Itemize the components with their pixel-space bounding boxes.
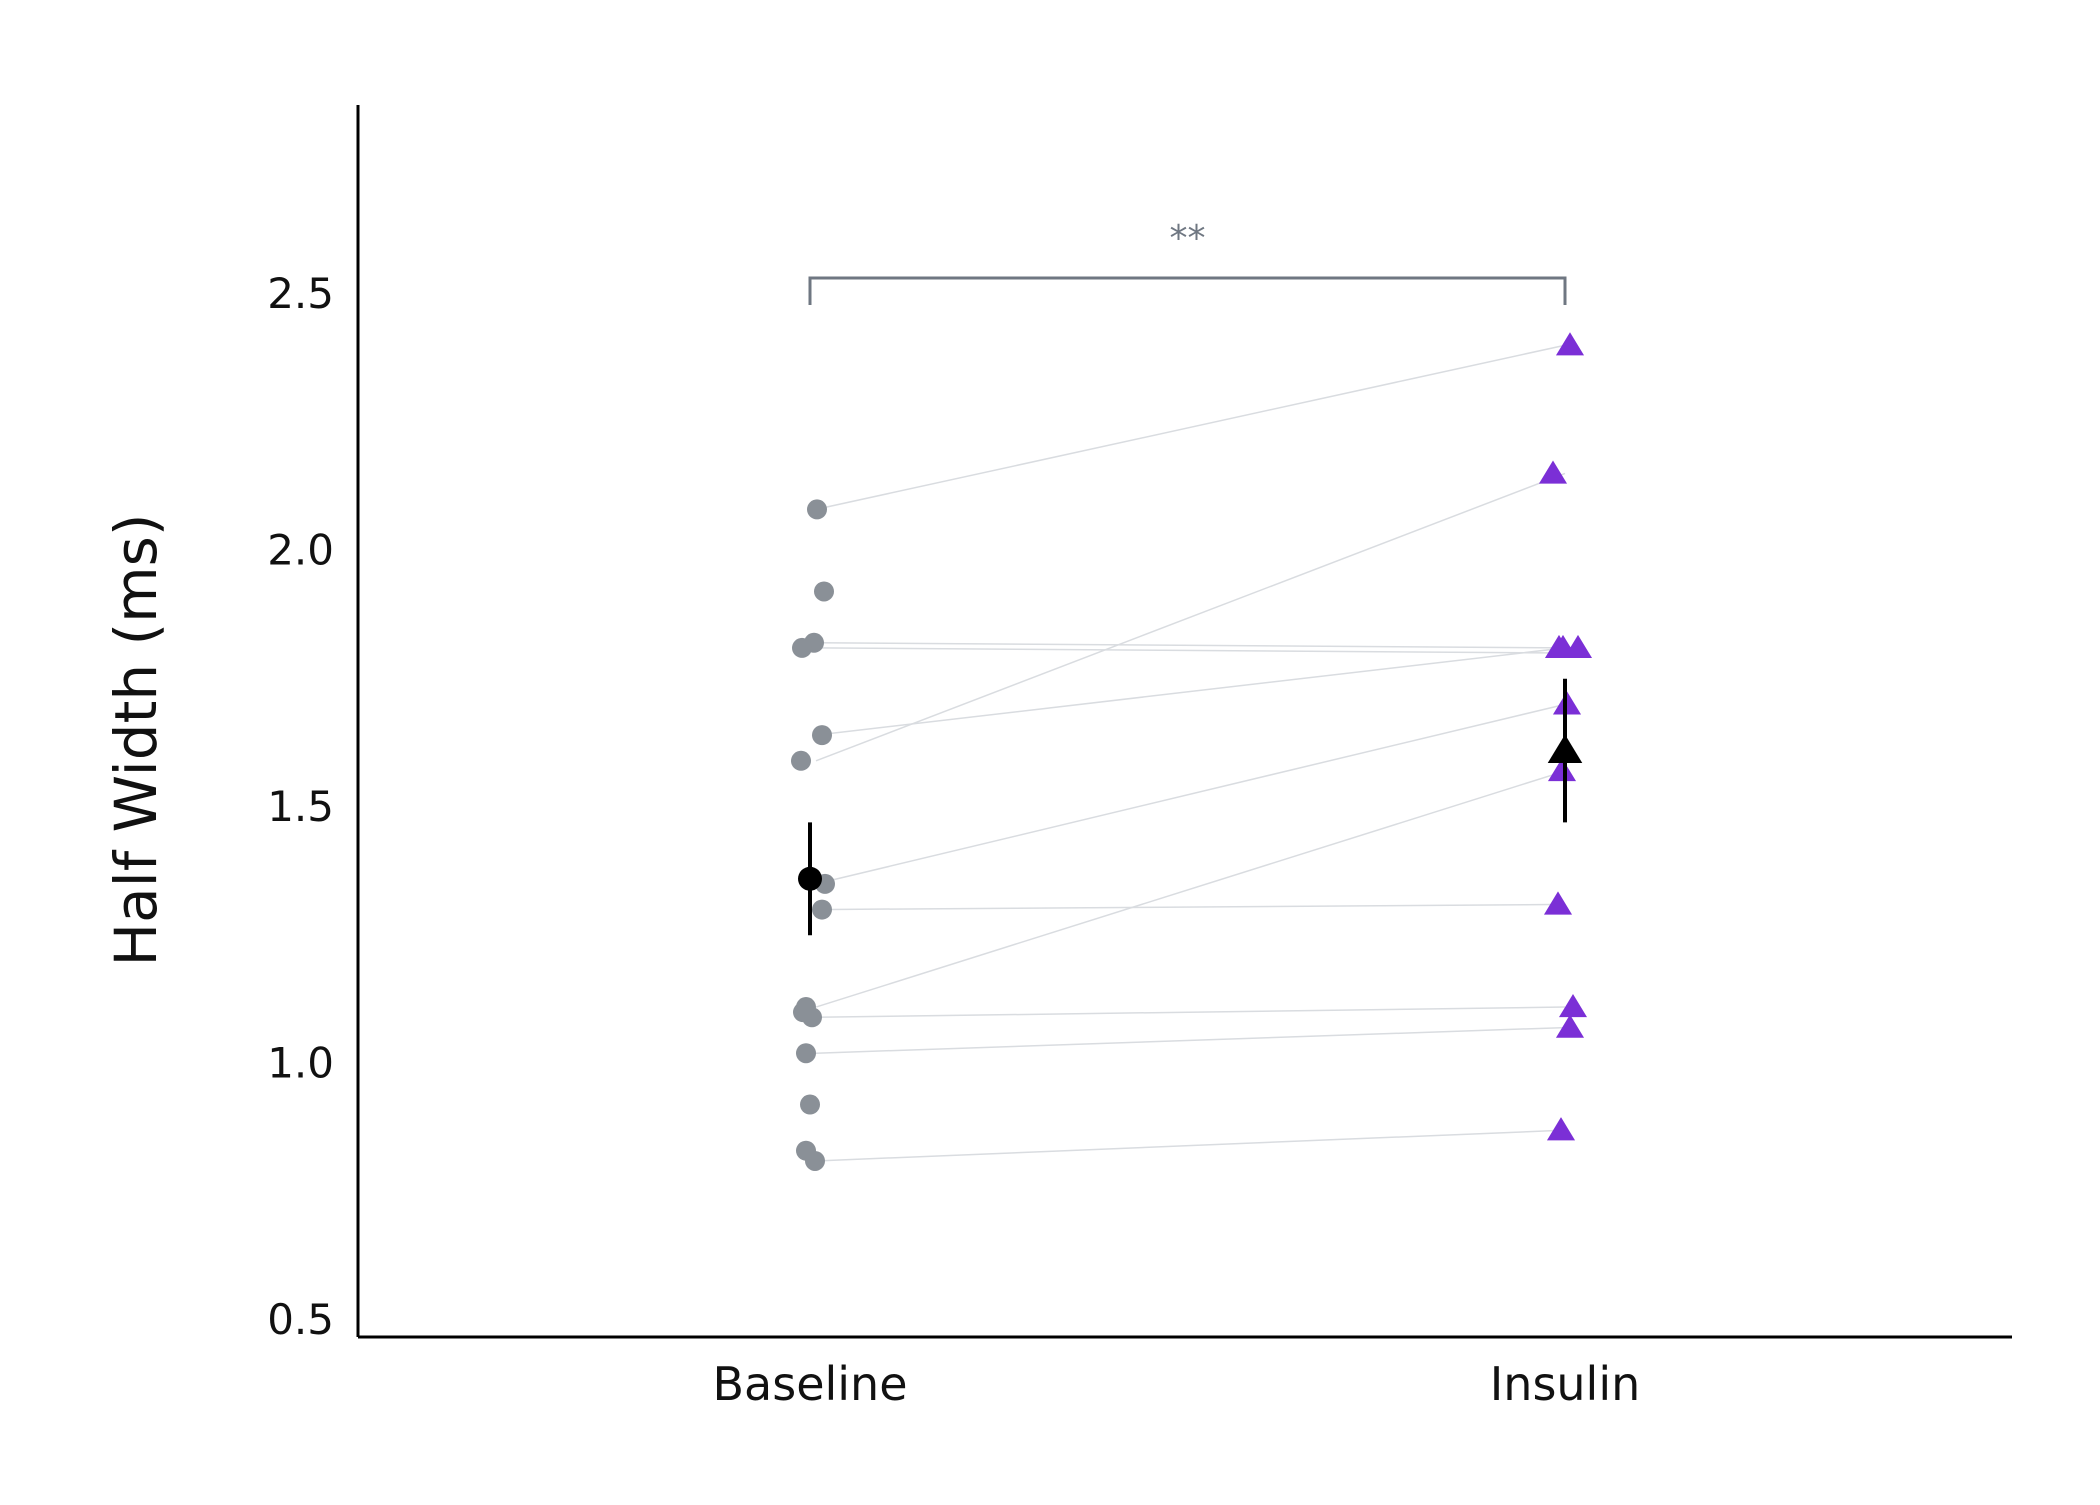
paired-line bbox=[815, 647, 1566, 736]
axes: 0.5 1.0 1.5 2.0 2.5 Baseline Insulin bbox=[267, 105, 2012, 1411]
baseline-point bbox=[805, 1150, 825, 1171]
baseline-point bbox=[807, 499, 827, 520]
insulin-point bbox=[1538, 460, 1568, 484]
insulin-point bbox=[1544, 634, 1574, 659]
insulin-point bbox=[1555, 332, 1585, 356]
significance-bracket: ** bbox=[808, 218, 1567, 305]
x-tick-label: Baseline bbox=[712, 1357, 907, 1411]
baseline-point bbox=[792, 637, 812, 658]
insulin-point bbox=[1546, 1117, 1576, 1141]
paired-line bbox=[815, 647, 1566, 654]
paired-line bbox=[815, 1026, 1566, 1054]
baseline-point bbox=[812, 725, 832, 746]
y-tick-label: 1.5 bbox=[267, 782, 334, 831]
paired-lines bbox=[815, 344, 1566, 1162]
paired-line bbox=[815, 344, 1566, 511]
paired-line bbox=[815, 472, 1566, 762]
x-tick-label: Insulin bbox=[1490, 1357, 1641, 1411]
significance-label: ** bbox=[1170, 218, 1206, 259]
insulin-mean-marker bbox=[1547, 734, 1583, 764]
y-axis-label: Half Width (ms) bbox=[102, 513, 170, 966]
y-tick-label: 0.5 bbox=[267, 1295, 334, 1344]
baseline-point bbox=[800, 1094, 820, 1115]
insulin-point bbox=[1543, 891, 1573, 915]
y-tick-label: 2.0 bbox=[267, 525, 334, 574]
insulin-point bbox=[1558, 994, 1588, 1018]
baseline-point bbox=[802, 1007, 822, 1028]
paired-line bbox=[815, 642, 1566, 649]
bracket-line bbox=[808, 276, 1567, 305]
baseline-mean-marker bbox=[798, 866, 822, 891]
baseline-point bbox=[814, 581, 834, 602]
summary-markers bbox=[798, 678, 1583, 936]
insulin-point bbox=[1547, 758, 1577, 782]
paired-line bbox=[815, 770, 1566, 1008]
baseline-point bbox=[812, 899, 832, 920]
y-tick-label: 1.0 bbox=[267, 1038, 334, 1087]
paired-line bbox=[815, 1006, 1566, 1019]
insulin-point bbox=[1555, 1014, 1585, 1038]
baseline-point bbox=[796, 1043, 816, 1064]
y-tick-label: 2.5 bbox=[267, 269, 334, 318]
baseline-point bbox=[791, 750, 811, 771]
paired-line bbox=[815, 903, 1566, 911]
paired-line bbox=[815, 703, 1566, 885]
paired-line bbox=[815, 1129, 1566, 1162]
data-points bbox=[791, 332, 1593, 1171]
